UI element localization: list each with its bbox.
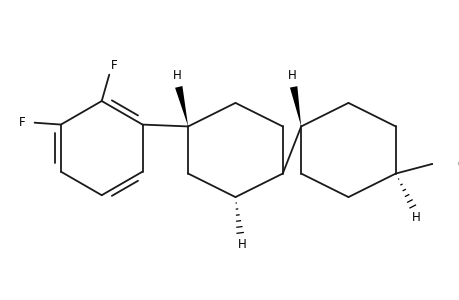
Text: H: H bbox=[172, 69, 181, 82]
Text: H: H bbox=[411, 211, 420, 224]
Text: H: H bbox=[237, 238, 246, 251]
Polygon shape bbox=[175, 86, 188, 127]
Text: F: F bbox=[18, 116, 25, 129]
Polygon shape bbox=[289, 86, 301, 127]
Text: F: F bbox=[111, 59, 118, 72]
Text: H: H bbox=[287, 69, 296, 82]
Text: O: O bbox=[456, 158, 459, 171]
